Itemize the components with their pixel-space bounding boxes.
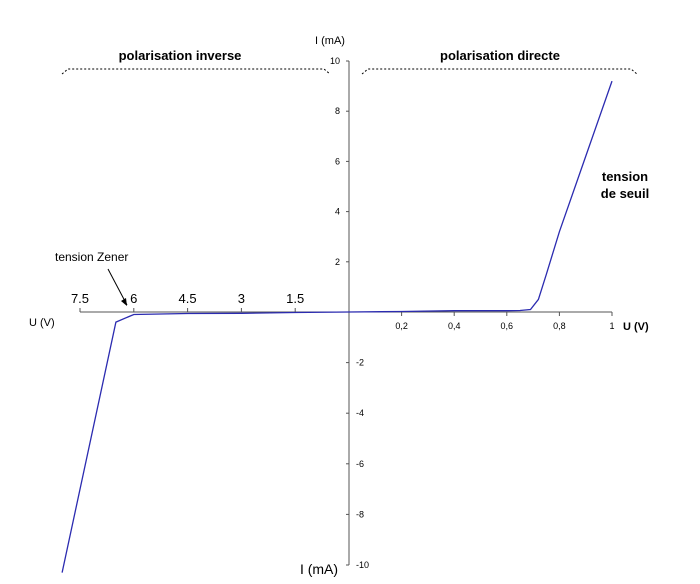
y-axis-label-bottom: I (mA) [300,561,338,577]
threshold-annotation-line2: de seuil [601,186,649,201]
x-tick-label: 3 [238,291,245,306]
y-axis-label-top: I (mA) [315,35,345,47]
zener-arrow-head [121,298,127,306]
x-tick-label: 1.5 [286,291,304,306]
threshold-annotation-line1: tension [602,169,648,184]
y-tick-label: -6 [356,459,364,469]
y-tick-label: -2 [356,358,364,368]
brace-left [61,68,331,75]
x-tick-label: 6 [130,291,137,306]
x-tick-label: 0,2 [395,321,408,331]
forward-curve [348,80,613,313]
region-right-label: polarisation directe [440,48,560,63]
y-tick-label: 6 [335,156,340,166]
x-axis-label-right: U (V) [623,321,649,333]
region-left-label: polarisation inverse [119,48,242,63]
x-tick-label: 4.5 [179,291,197,306]
x-tick-label: 0,8 [553,321,566,331]
zener-arrow-shaft [107,268,128,306]
x-axis-label-left: U (V) [29,317,55,329]
x-tick-label: 7.5 [71,291,89,306]
y-tick-label: -4 [356,408,364,418]
y-tick-label: 2 [335,257,340,267]
brace-right [361,68,638,75]
zener-annotation: tension Zener [55,250,128,264]
y-tick-label: -10 [356,560,369,570]
reverse-curve [61,311,350,573]
y-tick-label: 10 [330,56,340,66]
y-tick-label: -8 [356,509,364,519]
y-tick-label: 8 [335,106,340,116]
x-tick-label: 0,6 [501,321,514,331]
y-tick-label: 4 [335,207,340,217]
x-tick-label: 0,4 [448,321,461,331]
x-tick-label: 1 [609,321,614,331]
